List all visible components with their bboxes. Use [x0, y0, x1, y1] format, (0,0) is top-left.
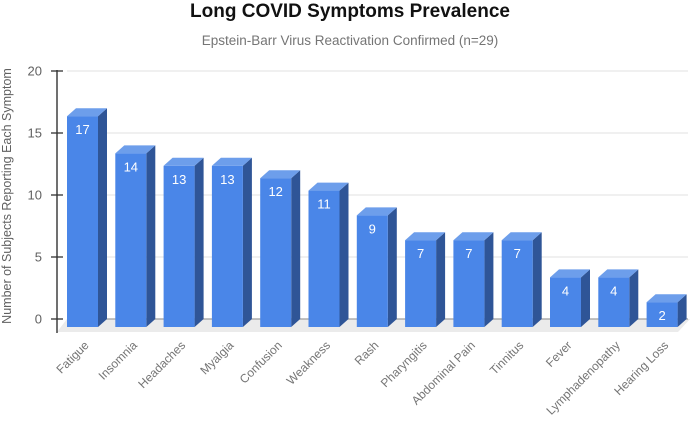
- bar-front-face: [453, 240, 485, 327]
- bar-front-face: [501, 240, 533, 327]
- y-tick-label: 0: [35, 312, 42, 327]
- bar-side-face: [339, 182, 349, 327]
- y-tick-label: 20: [28, 64, 42, 79]
- bar-side-face: [581, 269, 590, 327]
- category-label: Headaches: [135, 338, 188, 391]
- bar: 7: [453, 232, 494, 327]
- bar-side-face: [291, 170, 301, 327]
- bar-side-face: [677, 294, 687, 327]
- y-axis-label: Number of Subjects Reporting Each Sympto…: [0, 68, 14, 324]
- bar-top-face: [356, 207, 397, 216]
- bar: 4: [598, 269, 639, 327]
- data-label: 12: [268, 184, 282, 199]
- bar-side-face: [98, 108, 107, 327]
- bar-side-face: [629, 269, 639, 327]
- category-label: Myalgia: [197, 338, 236, 377]
- bar-top-face: [115, 145, 156, 154]
- bar-front-face: [115, 153, 147, 327]
- bar-top-face: [260, 170, 301, 179]
- data-label: 9: [369, 221, 376, 236]
- bar-side-face: [242, 157, 252, 327]
- data-label: 13: [220, 172, 234, 187]
- bar-side-face: [484, 232, 494, 327]
- data-label: 2: [658, 308, 665, 323]
- bar-side-face: [194, 157, 204, 327]
- bar-side-face: [532, 232, 542, 327]
- data-label: 7: [514, 246, 521, 261]
- bar-front-face: [163, 165, 195, 327]
- bar-front-face: [550, 277, 581, 327]
- data-label: 14: [124, 159, 138, 174]
- bar: 17: [67, 108, 107, 327]
- data-label: 17: [75, 122, 89, 137]
- bar-top-face: [646, 294, 687, 303]
- y-tick-label: 15: [28, 126, 42, 141]
- data-label: 7: [465, 246, 472, 261]
- bar-front-face: [646, 302, 678, 327]
- bar-top-face: [453, 232, 494, 241]
- category-label: Tinnitus: [487, 338, 526, 377]
- bar: 14: [115, 145, 156, 327]
- bar-side-face: [436, 232, 446, 327]
- bar: 13: [211, 157, 252, 327]
- bar-side-face: [387, 207, 397, 327]
- category-label: Rash: [352, 338, 382, 368]
- category-label: Fatigue: [53, 338, 91, 376]
- bar-top-face: [598, 269, 639, 278]
- chart-title: Long COVID Symptoms Prevalence: [190, 1, 510, 22]
- data-label: 7: [417, 246, 424, 261]
- bar-front-face: [211, 165, 243, 327]
- data-label: 11: [317, 197, 331, 212]
- bar-top-face: [67, 108, 107, 117]
- bar: 11: [308, 182, 349, 327]
- category-label: Weakness: [284, 338, 333, 387]
- bar-front-face: [356, 215, 388, 327]
- bar: 12: [260, 170, 301, 327]
- category-label: Insomnia: [96, 338, 141, 383]
- data-label: 4: [562, 283, 569, 298]
- bar: 4: [550, 269, 590, 327]
- data-label: 4: [610, 283, 617, 298]
- bar-side-face: [146, 145, 156, 327]
- bar-front-face: [405, 240, 437, 327]
- bar-top-face: [163, 157, 204, 166]
- bar-front-face: [308, 190, 340, 327]
- category-label: Confusion: [237, 338, 285, 386]
- bar-top-face: [211, 157, 252, 166]
- bar: 9: [356, 207, 397, 327]
- bar-front-face: [67, 116, 98, 327]
- bar-top-face: [308, 182, 349, 191]
- bar: 13: [163, 157, 204, 327]
- data-label: 13: [172, 172, 186, 187]
- bar: 7: [405, 232, 446, 327]
- bar-top-face: [550, 269, 590, 278]
- y-tick-label: 10: [28, 188, 42, 203]
- bar-front-face: [260, 178, 292, 327]
- category-label: Fever: [543, 338, 575, 370]
- bar: 7: [501, 232, 542, 327]
- y-axis: 0 5 10 15 20: [28, 64, 63, 333]
- bars: 17 14 13 13 12 11 9 7 7 7 4 4 2: [67, 108, 687, 327]
- bar-front-face: [598, 277, 630, 327]
- chart-subtitle: Epstein-Barr Virus Reactivation Confirme…: [202, 33, 499, 48]
- y-tick-label: 5: [35, 250, 42, 265]
- bar-top-face: [501, 232, 542, 241]
- bar: 2: [646, 294, 687, 327]
- category-label: Pharyngitis: [378, 338, 430, 390]
- bar-top-face: [405, 232, 446, 241]
